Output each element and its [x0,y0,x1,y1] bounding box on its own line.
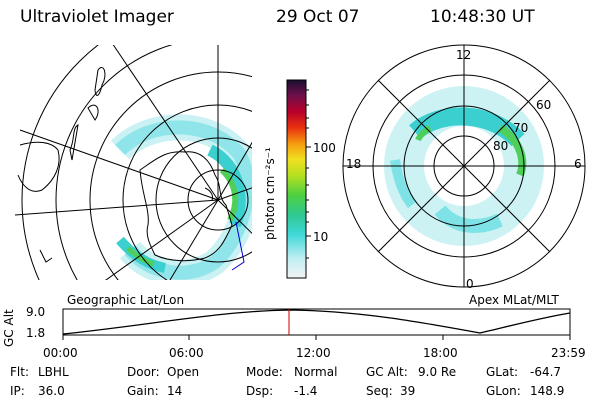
time-tick-1800: 18:00 [423,346,458,360]
glat-value: -64.7 [530,365,562,379]
colorbar-tick-10: 10 [313,230,329,244]
filter-label: Flt: [10,365,29,379]
filter-value: LBHL [38,365,69,379]
glon-value: 148.9 [530,384,565,398]
instrument-title: Ultraviolet Imager [20,7,174,27]
gc-alt-label: GC Alt: [366,365,408,379]
time-tick-2359: 23:59 [551,346,586,360]
colorbar-unit-label: photon cm⁻²s⁻¹ [263,147,277,240]
mlat-label-80: 80 [493,139,509,153]
gain-label: Gain: [127,384,159,398]
altitude-plot [62,308,571,340]
time-tick-1200: 12:00 [296,346,331,360]
geo-coastlines [17,67,233,263]
glon-label: GLon: [486,384,521,398]
polar-panel-label: Apex MLat/MLT [469,293,559,307]
ip-label: IP: [10,384,25,398]
mode-label: Mode: [246,365,283,379]
observation-date: 29 Oct 07 [276,7,360,27]
glat-label: GLat: [486,365,519,379]
altitude-curve [62,309,571,335]
seq-value: 39 [400,384,416,398]
geographic-map [15,45,252,280]
mlt-label-18: 18 [346,157,362,171]
door-label: Door: [127,365,160,379]
altitude-ytick-9: 9.0 [26,305,46,319]
altitude-ytick-1-8: 1.8 [26,326,46,340]
mlat-label-60: 60 [536,98,552,112]
altitude-ylabel: GC Alt [2,309,16,347]
time-tick-0000: 00:00 [43,346,78,360]
mode-value: Normal [294,365,338,379]
door-value: Open [167,365,200,379]
polar-grid [342,44,586,288]
mlt-label-6: 6 [574,157,582,171]
observation-time: 10:48:30 UT [430,7,535,27]
mlat-label-70: 70 [513,121,529,135]
time-tick-0600: 06:00 [169,346,204,360]
geo-satellite-track [231,221,245,271]
dsp-label: Dsp: [246,384,274,398]
mlt-label-12: 12 [456,48,472,62]
geo-panel-label: Geographic Lat/Lon [67,293,185,307]
dsp-value: -1.4 [294,384,318,398]
colorbar-tick-100: 100 [313,141,336,155]
ip-value: 36.0 [38,384,65,398]
altitude-axis-ticks [62,335,571,340]
geo-meridians [15,45,252,280]
gain-value: 14 [167,384,183,398]
intensity-colorbar [286,79,311,279]
gc-alt-value: 9.0 Re [418,365,457,379]
polar-map [342,44,586,288]
mlt-label-0: 0 [466,277,474,291]
seq-label: Seq: [366,384,393,398]
